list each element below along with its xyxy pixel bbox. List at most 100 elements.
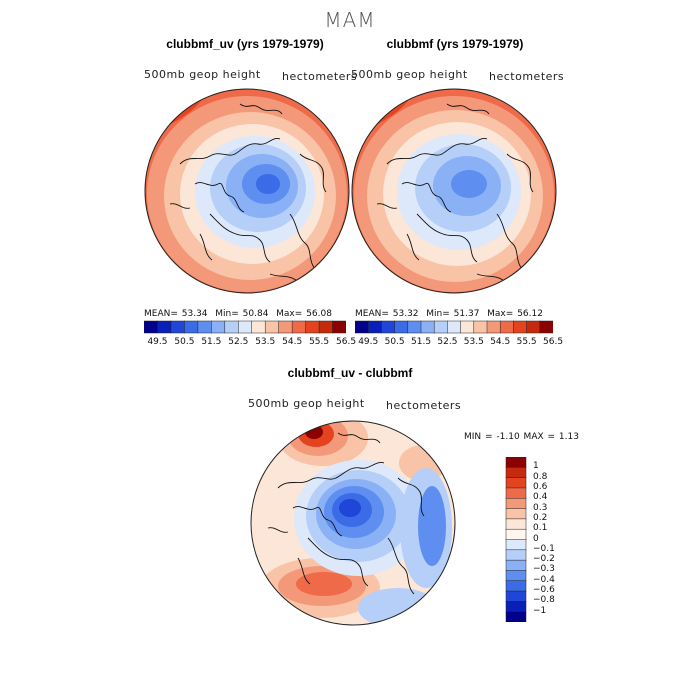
right-colorbar-swatch (499, 320, 514, 334)
diff-stats: MIN = -1.10 MAX = 1.13 (464, 432, 579, 442)
diff-colorbar-tick-label: −1 (533, 605, 547, 616)
right-polar-map (351, 88, 557, 294)
left-stats: MEAN= 53.34 Min= 50.84 Max= 56.08 (144, 309, 332, 319)
right-colorbar-swatch (539, 320, 553, 334)
diff-colorbar-swatch (505, 611, 527, 622)
left-colorbar-swatch (278, 320, 293, 334)
right-colorbar-tick-label: 56.5 (543, 337, 564, 347)
right-colorbar-swatch (473, 320, 488, 334)
left-colorbar-tick-label: 50.5 (174, 337, 195, 347)
diff-colorbar-tick-label: 0.6 (533, 481, 548, 492)
left-colorbar-tick-label: 55.5 (309, 337, 330, 347)
left-colorbar-tick-label: 53.5 (255, 337, 276, 347)
right-min-label: Min= (426, 309, 450, 319)
right-colorbar-tick-label: 50.5 (384, 337, 405, 347)
left-colorbar-swatch (238, 320, 253, 334)
left-colorbar-ticks: 49.5 50.5 51.5 52.5 53.5 54.5 55.5 56.5 (144, 337, 356, 349)
left-min-label: Min= (215, 309, 239, 319)
right-colorbar-tick-label: 54.5 (490, 337, 511, 347)
right-colorbar-tick-label: 52.5 (437, 337, 458, 347)
left-colorbar-swatch (264, 320, 280, 334)
diff-panel-title: clubbmf_uv - clubbmf (287, 366, 413, 380)
left-colorbar-swatch (157, 320, 172, 334)
left-polar-map (144, 88, 350, 294)
diff-colorbar-tick-label: −0.2 (533, 554, 555, 565)
left-colorbar-swatch (332, 320, 346, 334)
diff-polar-map (250, 420, 456, 626)
left-panel-title: clubbmf_uv (yrs 1979-1979) (166, 37, 324, 51)
left-colorbar-swatch (211, 320, 226, 334)
right-colorbar-swatch (447, 320, 462, 334)
diff-colorbar-tick-label: 0 (533, 533, 539, 544)
left-max-label: Max= (276, 309, 303, 319)
diff-colorbar-swatch (505, 590, 527, 602)
diff-units-label: hectometers (386, 399, 462, 412)
diff-colorbar-swatch (505, 539, 527, 551)
left-max-value: 56.08 (306, 309, 332, 319)
diff-colorbar-swatch (505, 498, 527, 510)
diff-field-label: 500mb geop height (248, 397, 365, 410)
page-title: MAM (324, 8, 376, 32)
left-colorbar-swatch (305, 320, 320, 334)
right-panel-title: clubbmf (yrs 1979-1979) (386, 37, 524, 51)
right-field-label: 500mb geop height (351, 68, 468, 81)
right-units-label: hectometers (489, 70, 565, 83)
diff-colorbar-tick-label: 0.8 (533, 471, 548, 482)
right-mean-label: MEAN= (355, 309, 389, 319)
right-mean-value: 53.32 (392, 309, 419, 319)
diff-colorbar-swatch (505, 601, 527, 613)
diff-colorbar-tick-label: −0.4 (533, 574, 555, 585)
left-colorbar-swatch (318, 320, 334, 334)
left-colorbar-swatch (144, 320, 159, 334)
left-units-label: hectometers (282, 70, 358, 83)
diff-colorbar-tick-label: −0.3 (533, 564, 555, 575)
diff-colorbar-tick-label: −0.8 (533, 595, 555, 606)
right-colorbar-swatch (381, 320, 396, 334)
right-colorbar-swatch (460, 320, 475, 334)
left-colorbar-swatch (184, 320, 199, 334)
diff-colorbar-ticks: 1 0.8 0.6 0.4 0.3 0.2 0.1 0 −0.1 −0.2 −0.3 −0.4 −0.6… (533, 457, 573, 622)
left-min-value: 50.84 (242, 309, 269, 319)
left-colorbar-tick-label: 52.5 (228, 337, 249, 347)
left-colorbar-tick-label: 49.5 (147, 337, 168, 347)
right-colorbar-tick-label: 55.5 (516, 337, 537, 347)
right-colorbar-swatch (486, 320, 501, 334)
left-colorbar-swatch (251, 320, 266, 334)
right-colorbar-swatch (433, 320, 448, 334)
left-colorbar-swatch (197, 320, 212, 334)
right-colorbar-tick-label: 51.5 (411, 337, 432, 347)
left-colorbar-swatch (170, 320, 185, 334)
diff-colorbar (505, 457, 527, 622)
left-colorbar-tick-label: 56.5 (336, 337, 357, 347)
diff-colorbar-swatch (505, 487, 527, 499)
right-colorbar-swatch (367, 320, 382, 334)
diff-colorbar-swatch (505, 549, 527, 561)
right-colorbar-tick-label: 49.5 (358, 337, 379, 347)
right-max-label: Max= (487, 309, 514, 319)
right-stats: MEAN= 53.32 Min= 51.37 Max= 56.12 (355, 309, 543, 319)
diff-colorbar-tick-label: 0.2 (533, 512, 548, 523)
diff-colorbar-tick-label: −0.6 (533, 585, 555, 596)
diff-colorbar-swatch (505, 570, 527, 582)
left-mean-value: 53.34 (181, 309, 208, 319)
diff-colorbar-swatch (505, 467, 527, 479)
diff-colorbar-swatch (505, 559, 527, 571)
diff-colorbar-tick-label: 0.1 (533, 523, 548, 534)
right-colorbar-swatch (513, 320, 528, 334)
right-colorbar-tick-label: 53.5 (463, 337, 484, 347)
left-colorbar (144, 320, 346, 334)
right-colorbar-swatch (394, 320, 409, 334)
diff-colorbar-swatch (505, 508, 527, 520)
right-colorbar (355, 320, 553, 334)
diff-colorbar-swatch (505, 580, 527, 592)
left-field-label: 500mb geop height (144, 68, 261, 81)
diff-colorbar-tick-label: −0.1 (533, 543, 555, 554)
diff-colorbar-tick-label: 0.3 (533, 502, 548, 513)
diff-colorbar-swatch (505, 457, 527, 468)
diff-colorbar-swatch (505, 477, 527, 489)
right-colorbar-ticks: 49.5 50.5 51.5 52.5 53.5 54.5 55.5 56.5 (355, 337, 563, 349)
diff-colorbar-swatch (505, 528, 527, 541)
right-colorbar-swatch (355, 320, 369, 334)
right-max-value: 56.12 (517, 309, 543, 319)
right-colorbar-swatch (407, 320, 422, 334)
